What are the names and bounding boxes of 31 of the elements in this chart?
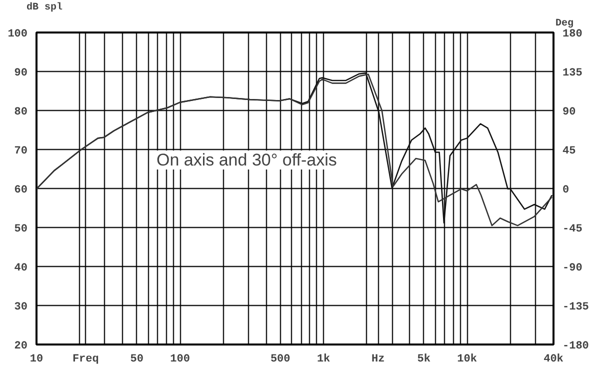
x-tick-label: Hz — [372, 354, 385, 366]
y2-axis-title: Deg — [555, 18, 574, 30]
y-tick-label: 70 — [14, 146, 28, 158]
y-tick-label: 90 — [14, 68, 28, 80]
x-tick-label: 500 — [270, 354, 290, 366]
y2-tick-label: 180 — [562, 28, 582, 40]
y2-tick-label: 0 — [562, 184, 570, 196]
y2-tick-label: 90 — [562, 106, 576, 118]
annotation: On axis and 30° off-axis — [156, 150, 337, 170]
y2-tick-label: -180 — [562, 340, 589, 352]
y-tick-label: 40 — [14, 262, 28, 274]
x-tick-label: 40k — [544, 354, 564, 366]
x-tick-label: 10 — [30, 354, 44, 366]
x-tick-label: 5k — [417, 354, 431, 366]
y2-tick-label: -90 — [562, 262, 582, 274]
y2-tick-label: -45 — [562, 224, 583, 236]
x-tick-label: 50 — [130, 354, 144, 366]
x-tick-label: 100 — [170, 354, 190, 366]
x-tick-label: Freq — [72, 354, 99, 366]
y-tick-label: 30 — [14, 302, 28, 314]
x-tick-label: 10k — [457, 354, 478, 366]
y-axis-title: dB spl — [26, 2, 63, 14]
y-tick-label: 20 — [14, 340, 28, 352]
y-tick-label: 50 — [14, 224, 28, 236]
x-tick-label: 1k — [316, 354, 331, 366]
y-tick-label: 80 — [14, 106, 28, 118]
y2-tick-label: 135 — [562, 68, 583, 80]
y2-tick-label: -135 — [562, 302, 590, 314]
y-tick-label: 60 — [14, 184, 28, 196]
y2-tick-label: 45 — [562, 146, 576, 158]
y-tick-label: 100 — [8, 28, 28, 40]
